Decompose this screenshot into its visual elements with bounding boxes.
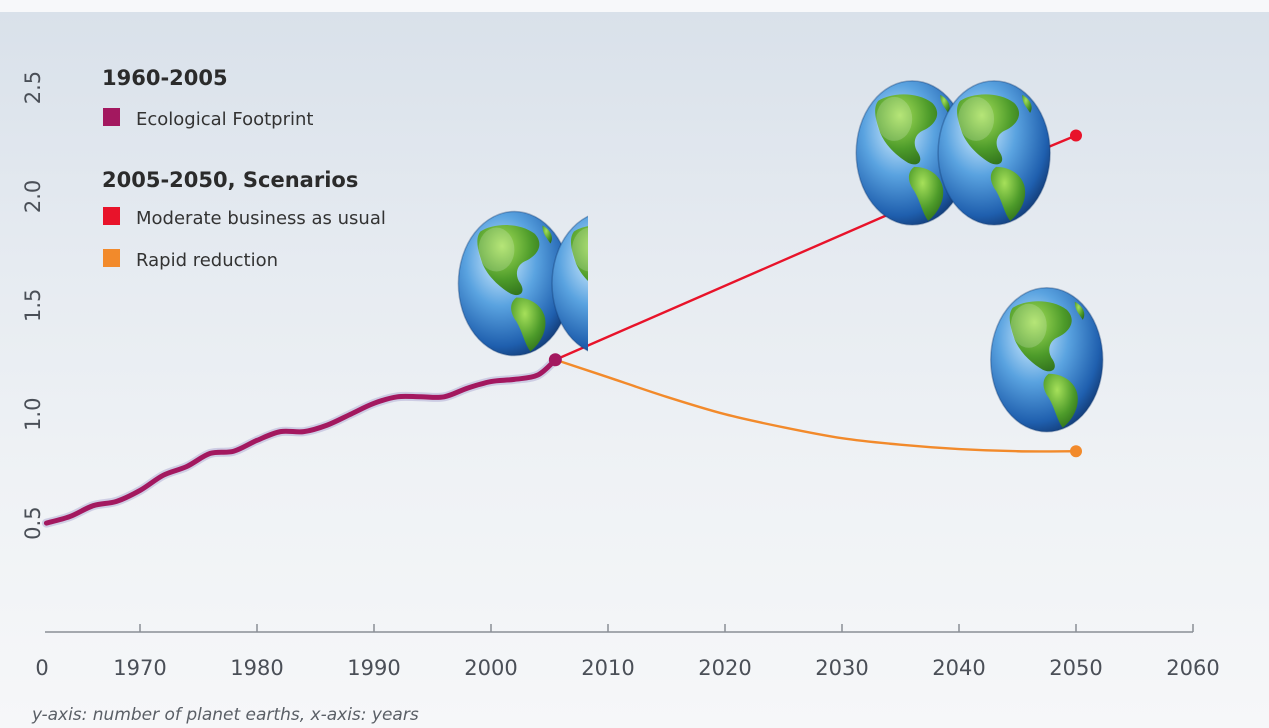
ticks: 0 1970 1980 1990 2000 2010 2020 2030 2040 2050 206… <box>21 71 1220 680</box>
legend-swatch-rapid <box>103 249 120 267</box>
x-tick-label: 1990 <box>347 656 400 680</box>
legend-label-moderate: Moderate business as usual <box>136 208 386 229</box>
data-point-rapid-reduction <box>1070 445 1082 458</box>
globe-layer <box>457 80 1104 433</box>
globe-2005-partial-icon <box>551 210 588 357</box>
x-tick-label: 2000 <box>464 656 517 680</box>
y-tick-label: 2.5 <box>21 71 45 104</box>
x-tick-label: 2060 <box>1166 656 1219 680</box>
legend-swatch-footprint <box>103 108 120 126</box>
y-tick-label: 1.5 <box>21 289 45 322</box>
globe-2050-icon <box>990 287 1104 433</box>
data-point-2005-junction <box>548 353 562 367</box>
data-point-moderate-business-as-usual <box>1070 129 1082 142</box>
y-tick-label: 0.5 <box>21 506 45 539</box>
legend-label-rapid: Rapid reduction <box>136 250 278 271</box>
x-tick-label: 2020 <box>698 656 751 680</box>
x-tick-label: 2050 <box>1049 656 1102 680</box>
x-tick-label: 1980 <box>230 656 283 680</box>
legend-heading-historic: 1960-2005 <box>102 66 228 90</box>
x-tick-label: 2040 <box>932 656 985 680</box>
y-tick-label: 2.0 <box>21 180 45 213</box>
legend-label-footprint: Ecological Footprint <box>136 109 313 130</box>
x-tick-label: 0 <box>35 656 48 680</box>
axis-caption: y-axis: number of planet earths, x-axis:… <box>31 705 419 725</box>
x-tick-label: 1970 <box>113 656 166 680</box>
x-tick-label: 2030 <box>815 656 868 680</box>
series-line-ecological-footprint <box>43 357 558 526</box>
legend-swatch-moderate <box>103 207 120 225</box>
y-tick-label: 1.0 <box>21 398 45 431</box>
x-tick-label: 2010 <box>581 656 634 680</box>
legend: 1960-2005 Ecological Footprint 2005-2050… <box>102 66 386 271</box>
globe-2040-b-icon <box>937 80 1051 226</box>
series-line-rapid-reduction <box>554 358 1078 453</box>
legend-heading-scenarios: 2005-2050, Scenarios <box>102 168 358 192</box>
